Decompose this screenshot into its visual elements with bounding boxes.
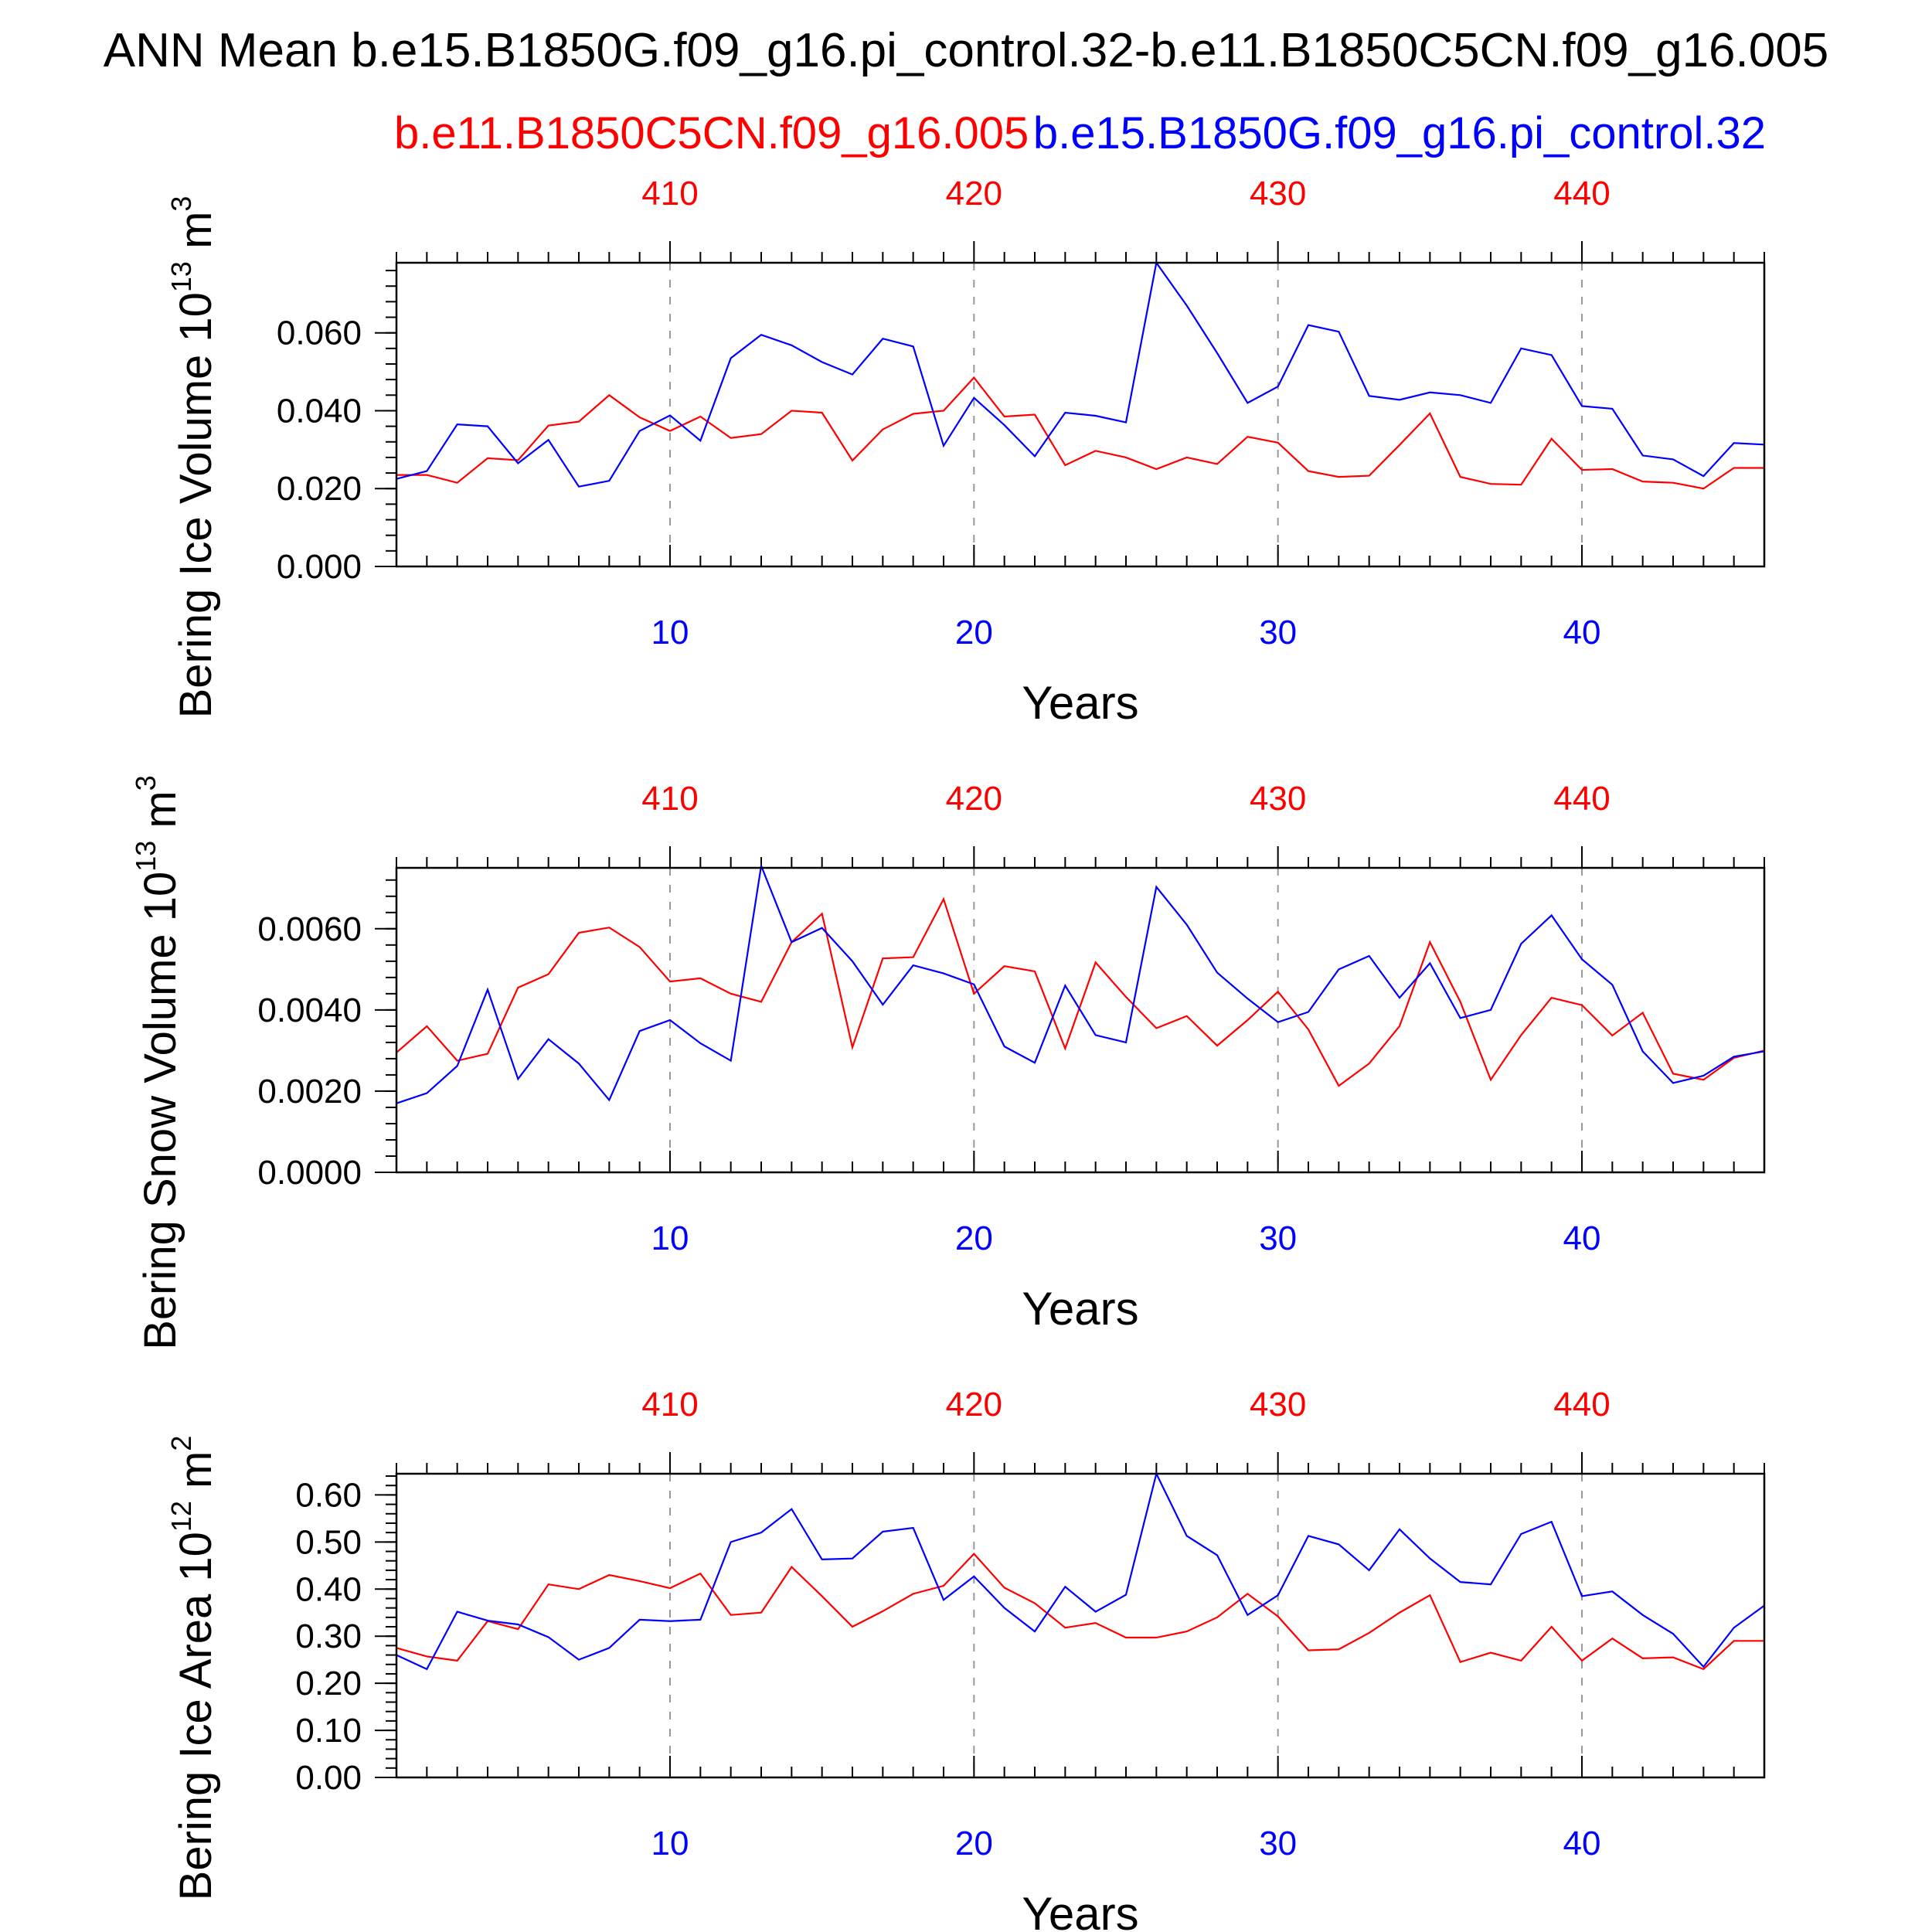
x-tick-label-top: 410 (641, 780, 698, 818)
x-tick-label-top: 430 (1250, 1386, 1306, 1423)
x-tick-label-bottom: 20 (955, 614, 993, 651)
y-tick-label: 0.10 (295, 1712, 362, 1750)
y-axis-label-pow: 2 (165, 1436, 197, 1451)
x-tick-label-bottom: 30 (1259, 614, 1297, 651)
x-tick-label-top: 420 (946, 1386, 1002, 1423)
plot-frame (395, 261, 1766, 568)
x-tick-label-top: 430 (1250, 780, 1306, 818)
x-tick-label-top: 420 (946, 780, 1002, 818)
series-line-blue (396, 862, 1765, 1104)
x-tick-label-top: 440 (1553, 780, 1610, 818)
y-axis-label-unit: m (171, 212, 221, 261)
x-axis-label: Years (1022, 1283, 1138, 1335)
x-tick-label-bottom: 40 (1563, 1825, 1601, 1862)
x-tick-label-top: 410 (641, 1386, 698, 1423)
legend-red-label: b.e11.B1850C5CN.f09_g16.005 (394, 108, 1029, 158)
x-tick-label-bottom: 10 (651, 1219, 689, 1257)
x-axis-label: Years (1022, 677, 1138, 729)
y-axis-label-unit: m (171, 1451, 221, 1501)
x-tick-label-bottom: 40 (1563, 1219, 1601, 1257)
y-axis-label-unit: m (135, 791, 185, 840)
series-line-red (396, 896, 1765, 1087)
y-tick-label: 0.40 (295, 1570, 362, 1608)
x-tick-label-top: 420 (946, 175, 1002, 213)
x-tick-label-bottom: 40 (1563, 614, 1601, 651)
y-axis-label: Bering Ice Volume 1013 m3 (165, 196, 221, 719)
figure-title: ANN Mean b.e15.B1850G.f09_g16.pi_control… (104, 24, 1828, 77)
y-axis-label-exp: 13 (130, 841, 162, 872)
y-tick-label: 0.50 (295, 1523, 362, 1561)
y-tick-label: 0.0000 (257, 1154, 362, 1192)
y-tick-label: 0.00 (295, 1759, 362, 1797)
legend-blue-label: b.e15.B1850G.f09_g16.pi_control.32 (1033, 108, 1766, 158)
y-tick-label: 0.20 (295, 1665, 362, 1702)
x-tick-label-bottom: 20 (955, 1219, 993, 1257)
x-axis-label: Years (1022, 1888, 1138, 1932)
y-tick-label: 0.040 (277, 392, 362, 430)
chart-panel-3: 0.00 0.10 0.20 0.30 0.40 0.50 0.60 10 410 20 420 30… (165, 1386, 1766, 1932)
series-line-blue (396, 260, 1765, 488)
x-tick-label-top: 440 (1553, 175, 1610, 213)
plot-frame (395, 866, 1766, 1174)
y-tick-label: 0.020 (277, 470, 362, 508)
y-tick-label: 0.0020 (257, 1073, 362, 1111)
x-tick-label-bottom: 10 (651, 614, 689, 651)
y-axis-label-pow: 3 (165, 196, 197, 212)
y-axis-label-pow: 3 (130, 775, 162, 791)
y-tick-label: 0.060 (277, 315, 362, 352)
x-tick-label-top: 410 (641, 175, 698, 213)
y-tick-label: 0.0040 (257, 992, 362, 1029)
x-tick-label-top: 430 (1250, 175, 1306, 213)
x-tick-label-top: 440 (1553, 1386, 1610, 1423)
series-line-red (396, 1552, 1764, 1671)
series-line-blue (396, 1471, 1765, 1671)
x-tick-label-bottom: 10 (651, 1825, 689, 1862)
y-axis-label: Bering Snow Volume 1013 m3 (130, 775, 185, 1350)
x-tick-label-bottom: 20 (955, 1825, 993, 1862)
y-axis-label-exp: 13 (165, 261, 197, 292)
y-tick-label: 0.0060 (257, 910, 362, 948)
series-line-red (396, 376, 1764, 490)
y-tick-label: 0.60 (295, 1476, 362, 1514)
y-tick-label: 0.000 (277, 548, 362, 586)
x-tick-label-bottom: 30 (1259, 1219, 1297, 1257)
y-axis-label-text: Bering Snow Volume 10 (135, 872, 185, 1350)
y-axis-label: Bering Ice Area 1012 m2 (165, 1436, 221, 1901)
chart-panel-1: 0.000 0.020 0.040 0.060 10 410 20 420 30 430 40 440… (165, 175, 1766, 729)
plot-frame (395, 1472, 1766, 1779)
x-tick-label-bottom: 30 (1259, 1825, 1297, 1862)
y-axis-label-exp: 12 (165, 1501, 197, 1532)
chart-panel-2: 0.0000 0.0020 0.0040 0.0060 10 410 20 420 30 430 4… (130, 775, 1766, 1350)
y-tick-label: 0.30 (295, 1617, 362, 1655)
y-axis-label-text: Bering Ice Volume 10 (171, 292, 221, 718)
y-axis-label-text: Bering Ice Area 10 (171, 1532, 221, 1900)
